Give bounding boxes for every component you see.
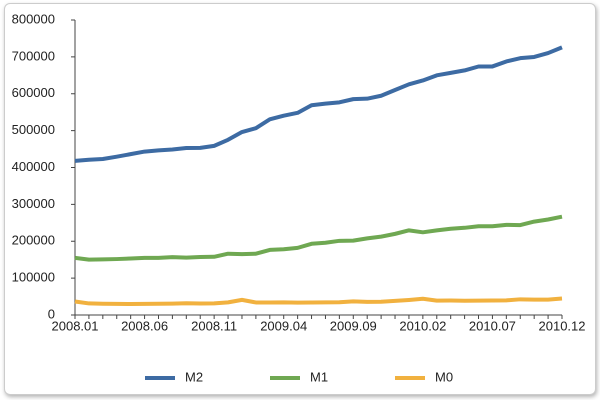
y-tick-label: 500000 bbox=[12, 122, 55, 137]
legend-label: M2 bbox=[185, 369, 203, 384]
x-tick-label: 2010.07 bbox=[469, 318, 516, 333]
y-tick-label: 800000 bbox=[12, 11, 55, 26]
y-tick-label: 700000 bbox=[12, 48, 55, 63]
legend-label: M0 bbox=[435, 369, 453, 384]
legend-label: M1 bbox=[310, 369, 328, 384]
y-tick-label: 300000 bbox=[12, 196, 55, 211]
x-tick-label: 2008.11 bbox=[191, 318, 237, 333]
y-tick-label: 200000 bbox=[12, 233, 55, 248]
x-tick-label: 2008.06 bbox=[121, 318, 168, 333]
series-line bbox=[74, 214, 563, 262]
y-tick-label: 100000 bbox=[12, 270, 55, 285]
series-line bbox=[74, 45, 563, 163]
x-tick-label: 2010.02 bbox=[399, 318, 446, 333]
x-tick-label: 2010.12 bbox=[539, 318, 586, 333]
y-tick-label: 600000 bbox=[12, 85, 55, 100]
x-tick-label: 2009.09 bbox=[330, 318, 377, 333]
chart-frame bbox=[4, 3, 596, 395]
x-tick-label: 2008.01 bbox=[52, 318, 99, 333]
y-tick-label: 400000 bbox=[12, 159, 55, 174]
series-line bbox=[74, 296, 563, 307]
x-tick-label: 2009.04 bbox=[260, 318, 307, 333]
y-tick-label: 0 bbox=[48, 306, 55, 321]
